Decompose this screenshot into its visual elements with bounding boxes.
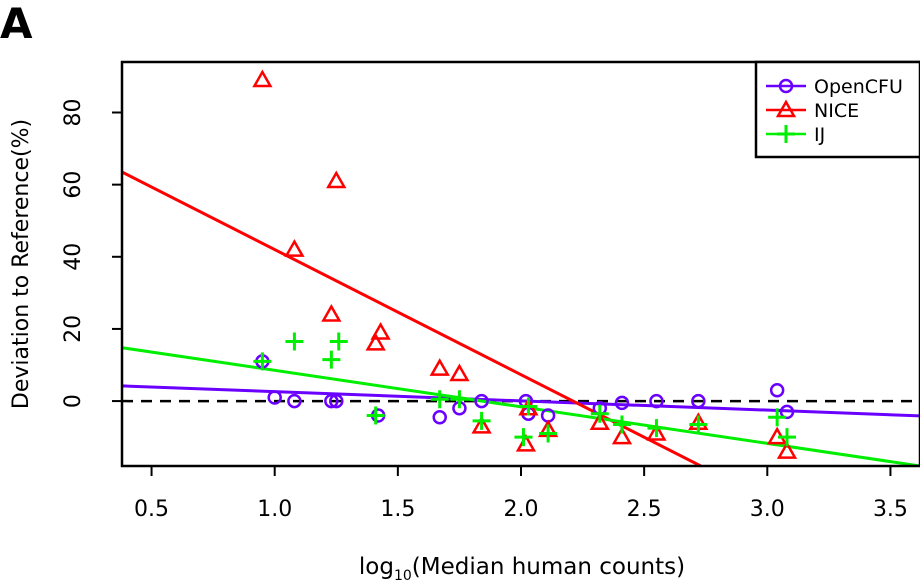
x-axis-label-rest: (Median human counts) xyxy=(412,554,685,580)
y-tick-label: 40 xyxy=(61,243,86,271)
x-axis: 0.5 1.0 1.5 2.0 2.5 3.0 3.5 xyxy=(134,466,908,522)
legend-label-opencfu: OpenCFU xyxy=(814,76,903,98)
x-axis-label-subscript: 10 xyxy=(394,568,412,580)
y-axis-label: Deviation to Reference(%) xyxy=(9,119,34,409)
point-nice xyxy=(252,69,273,88)
point-ij xyxy=(514,428,533,447)
y-tick-label: 80 xyxy=(61,99,86,127)
point-opencfu xyxy=(614,395,630,411)
point-ij xyxy=(366,406,385,425)
point-nice xyxy=(326,170,347,189)
point-opencfu xyxy=(649,393,664,409)
point-nice xyxy=(284,239,305,257)
x-tick-label: 2.0 xyxy=(504,497,539,522)
fit-lines-layer xyxy=(122,170,920,466)
legend-marker-ij xyxy=(777,125,795,143)
x-tick-label: 1.0 xyxy=(257,497,292,522)
y-tick-label: 0 xyxy=(61,394,86,408)
point-nice xyxy=(429,358,450,376)
x-tick-label: 1.5 xyxy=(380,497,415,522)
data-points-layer xyxy=(252,69,798,459)
point-opencfu xyxy=(769,383,785,398)
point-nice xyxy=(365,332,386,351)
point-opencfu xyxy=(432,410,447,425)
point-ij xyxy=(329,332,348,351)
point-opencfu xyxy=(474,393,489,409)
point-nice xyxy=(370,322,391,340)
point-opencfu xyxy=(287,393,302,409)
point-ij xyxy=(285,332,304,351)
point-nice xyxy=(776,441,798,459)
legend-marker-opencfu xyxy=(778,78,794,94)
point-nice xyxy=(321,303,342,322)
point-ij xyxy=(612,415,631,434)
x-tick-label: 3.0 xyxy=(750,497,785,522)
point-opencfu xyxy=(779,404,795,420)
x-tick-label: 3.5 xyxy=(873,497,908,522)
point-ij xyxy=(253,352,272,371)
legend-marker-nice xyxy=(775,99,797,118)
point-nice xyxy=(515,433,537,452)
x-tick-label: 2.5 xyxy=(627,497,662,522)
point-ij xyxy=(430,390,449,409)
x-axis-label-log: log xyxy=(359,554,394,580)
y-tick-label: 60 xyxy=(61,171,86,199)
panel-label: A xyxy=(0,0,33,48)
point-nice xyxy=(449,363,470,382)
y-tick-label: 20 xyxy=(61,315,86,343)
point-ij xyxy=(647,419,666,438)
x-tick-label: 0.5 xyxy=(134,497,169,522)
point-nice xyxy=(589,412,610,430)
y-axis: 0 20 40 60 80 xyxy=(61,99,122,408)
point-ij xyxy=(539,424,558,443)
x-axis-label: log10(Median human counts) xyxy=(359,554,685,580)
point-opencfu xyxy=(267,390,282,405)
point-opencfu xyxy=(691,393,706,409)
point-ij xyxy=(322,350,341,369)
point-ij xyxy=(450,390,469,409)
legend-label-nice: NICE xyxy=(814,100,859,122)
point-nice xyxy=(611,426,633,445)
point-opencfu xyxy=(324,393,339,409)
point-ij xyxy=(689,415,708,434)
fit-line-nice xyxy=(122,170,702,466)
point-ij xyxy=(778,428,796,447)
point-ij xyxy=(519,397,538,416)
point-nice xyxy=(471,415,492,434)
point-ij xyxy=(472,411,491,430)
point-opencfu xyxy=(329,393,344,409)
point-nice xyxy=(646,423,667,441)
point-ij xyxy=(590,404,609,423)
legend-label-ij: IJ xyxy=(814,124,825,146)
point-ij xyxy=(768,408,787,427)
